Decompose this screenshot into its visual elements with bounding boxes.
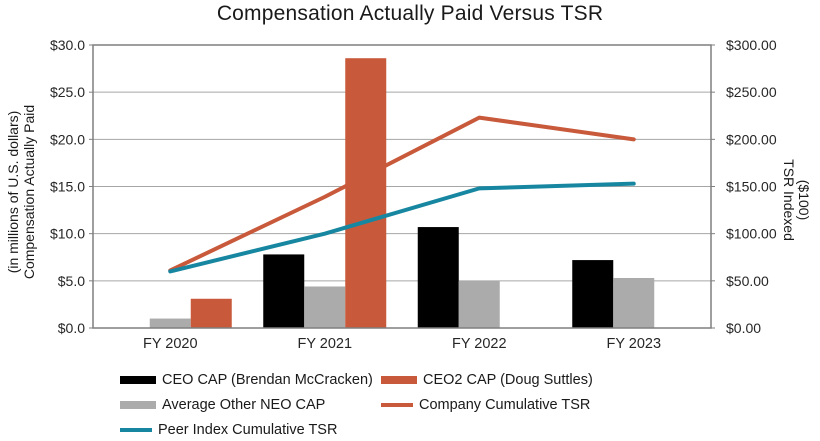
right-axis-tick-label: $100.00 <box>726 226 777 242</box>
left-axis-tick-label: $15.0 <box>50 179 85 195</box>
right-axis-tick-label: $0.00 <box>726 320 761 336</box>
line-company-cumulative-tsr <box>168 115 636 273</box>
left-axis-tick-label: $10.0 <box>50 226 85 242</box>
legend-line-swatch-peer-index-cumulative-tsr <box>120 428 152 433</box>
x-axis-label: FY 2023 <box>606 336 661 352</box>
legend-line-swatch-company-cumulative-tsr <box>381 403 413 408</box>
bar-average-other-neo-cap-fy-2023 <box>613 278 655 328</box>
plot-area: $0.0 $0.00 $5.0 $50.00 $10.0 $100.00 $15.0 $150… <box>50 37 777 352</box>
right-axis-tick-label: $150.00 <box>726 179 777 195</box>
legend-item-average-other-neo-cap: Average Other NEO CAP <box>120 397 381 413</box>
bar-average-other-neo-cap-fy-2021 <box>304 286 346 328</box>
plot-border <box>92 44 712 329</box>
x-axis-label: FY 2022 <box>452 336 507 352</box>
right-axis-tick-label: $300.00 <box>726 37 777 53</box>
right-axis-tick-label: $200.00 <box>726 131 777 147</box>
legend-bar-swatch-average-other-neo-cap <box>120 401 156 410</box>
legend: CEO CAP (Brendan McCracken) CEO2 CAP (Dou… <box>120 367 593 441</box>
bar-ceo-cap-brendan-mccracken-fy-2021 <box>263 254 305 328</box>
left-axis-tick-label: $5.0 <box>58 273 85 289</box>
x-axis-label: FY 2020 <box>143 336 198 352</box>
right-axis-tick-label: $50.00 <box>726 273 769 289</box>
legend-label: Average Other NEO CAP <box>162 397 326 414</box>
bar-average-other-neo-cap-fy-2020 <box>149 318 191 328</box>
line-peer-index-cumulative-tsr <box>168 181 636 274</box>
left-axis-tick-label: $30.0 <box>50 37 85 53</box>
right-axis-tick-label: $250.00 <box>726 84 777 100</box>
legend-item-peer-index-cumulative-tsr: Peer Index Cumulative TSR <box>120 422 381 438</box>
legend-label: Peer Index Cumulative TSR <box>158 422 338 439</box>
bar-ceo-cap-brendan-mccracken-fy-2023 <box>572 260 614 328</box>
chart-title: Compensation Actually Paid Versus TSR <box>216 2 604 25</box>
x-axis-label: FY 2021 <box>297 336 352 352</box>
legend-item-ceo-cap-brendan-mccracken: CEO CAP (Brendan McCracken) <box>120 372 381 388</box>
bar-average-other-neo-cap-fy-2022 <box>458 280 500 328</box>
legend-item-ceo2-cap-doug-suttles: CEO2 CAP (Doug Suttles) <box>381 372 593 388</box>
legend-label: Company Cumulative TSR <box>419 397 591 414</box>
legend-label: CEO2 CAP (Doug Suttles) <box>423 371 593 388</box>
left-axis-tick-label: $0.0 <box>58 320 85 336</box>
left-axis-tick-label: $20.0 <box>50 131 85 147</box>
bar-ceo2-cap-doug-suttles-fy-2021 <box>345 58 387 328</box>
legend-bar-swatch-ceo-cap-brendan-mccracken <box>120 375 156 384</box>
legend-item-company-cumulative-tsr: Company Cumulative TSR <box>381 397 593 413</box>
bar-ceo2-cap-doug-suttles-fy-2020 <box>190 298 232 328</box>
legend-label: CEO CAP (Brendan McCracken) <box>162 371 373 388</box>
legend-bar-swatch-ceo2-cap-doug-suttles <box>381 375 417 384</box>
bar-ceo-cap-brendan-mccracken-fy-2022 <box>417 227 459 328</box>
left-axis-tick-label: $25.0 <box>50 84 85 100</box>
